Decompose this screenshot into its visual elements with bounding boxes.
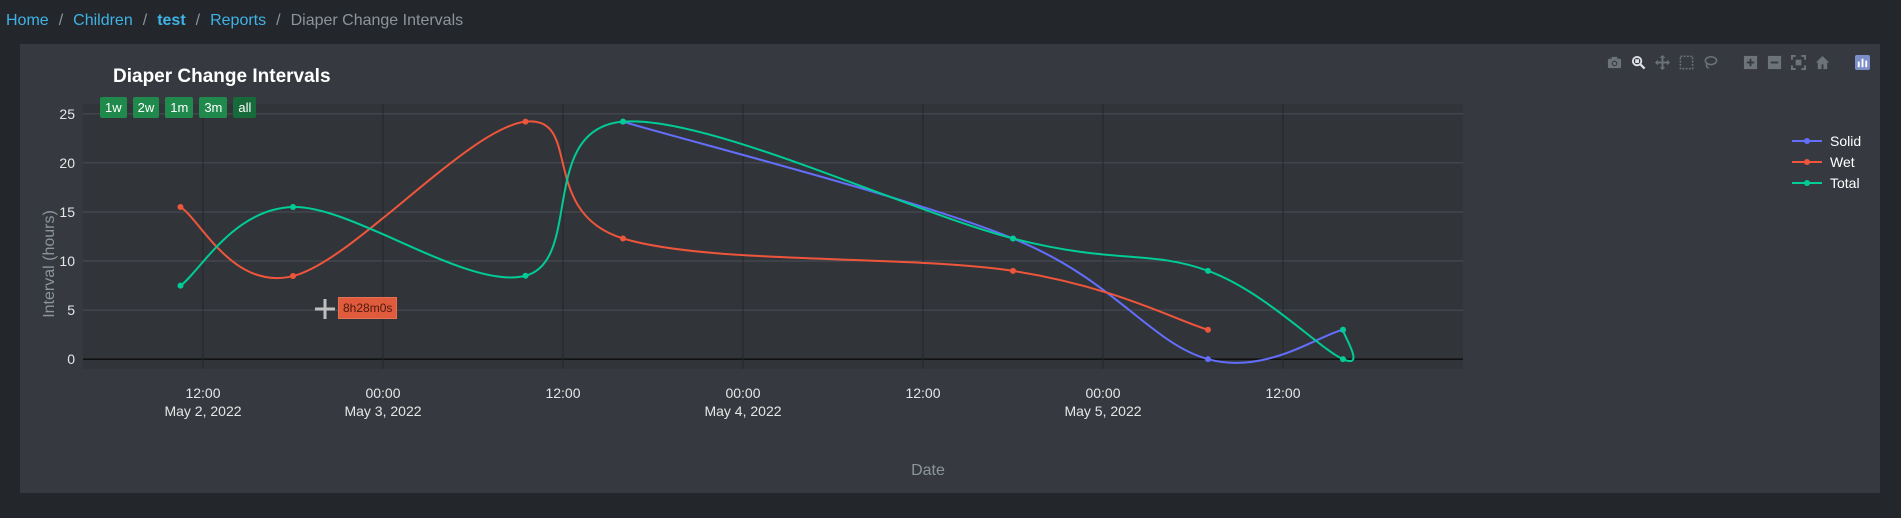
reset-axes-icon[interactable] xyxy=(1814,54,1830,70)
data-point-wet xyxy=(620,235,626,242)
data-point-total xyxy=(1340,326,1346,333)
data-point-wet xyxy=(1010,267,1016,274)
chart-panel: 0 5 10 15 20 25 12:00 May 2, 2022 00:00 May 3, 20… xyxy=(20,44,1880,493)
breadcrumb: Home / Children / test / Reports / Diape… xyxy=(6,10,463,32)
y-tick-label: 10 xyxy=(59,253,75,269)
breadcrumb-child-link[interactable]: test xyxy=(157,12,186,29)
legend-label-total: Total xyxy=(1830,174,1860,191)
y-tick-label: 5 xyxy=(67,302,75,318)
legend-item-wet[interactable]: Wet xyxy=(1792,151,1861,172)
legend-item-solid[interactable]: Solid xyxy=(1792,130,1861,151)
range-button-3m[interactable]: 3m xyxy=(199,97,228,118)
data-point-wet xyxy=(290,273,296,280)
breadcrumb-current: Diaper Change Intervals xyxy=(290,12,464,29)
breadcrumb-separator: / xyxy=(276,12,281,29)
data-point-total xyxy=(1340,356,1346,363)
x-tick-label: 12:00 xyxy=(905,385,940,401)
breadcrumb-reports-link[interactable]: Reports xyxy=(210,12,267,29)
x-tick-date-label: May 4, 2022 xyxy=(704,403,781,419)
lasso-select-icon[interactable] xyxy=(1702,54,1718,70)
breadcrumb-separator: / xyxy=(58,12,64,29)
x-tick-label: 00:00 xyxy=(725,385,760,401)
box-select-icon[interactable] xyxy=(1678,54,1694,70)
data-point-solid xyxy=(1205,356,1211,363)
breadcrumb-separator: / xyxy=(195,12,201,29)
chart-title: Diaper Change Intervals xyxy=(113,66,331,87)
zoom-in-icon[interactable] xyxy=(1742,54,1758,70)
series-line-solid xyxy=(622,120,1344,364)
x-tick-label: 00:00 xyxy=(1085,385,1120,401)
y-axis-title: Interval (hours) xyxy=(41,210,58,318)
plot-area xyxy=(83,104,1463,369)
x-tick-date-label: May 2, 2022 xyxy=(164,403,241,419)
data-point-total xyxy=(290,204,296,211)
plotly-logo-icon[interactable] xyxy=(1854,54,1870,70)
zoom-icon[interactable] xyxy=(1630,54,1646,70)
x-tick-label: 00:00 xyxy=(365,385,400,401)
data-point-total xyxy=(1205,267,1211,274)
data-point-wet xyxy=(522,118,529,125)
y-tick-label: 0 xyxy=(67,351,75,367)
data-point-total xyxy=(177,282,184,289)
x-tick-date-label: May 3, 2022 xyxy=(344,403,421,419)
breadcrumb-children-link[interactable]: Children xyxy=(73,12,133,29)
y-tick-label: 20 xyxy=(59,155,75,171)
range-button-1w[interactable]: 1w xyxy=(100,97,127,118)
modebar xyxy=(1606,52,1870,72)
camera-icon[interactable] xyxy=(1606,54,1622,70)
legend-swatch-solid xyxy=(1792,137,1822,144)
x-tick-date-label: May 5, 2022 xyxy=(1064,403,1141,419)
x-axis-title: Date xyxy=(911,462,945,479)
chart-plot[interactable]: 0 5 10 15 20 25 12:00 May 2, 2022 00:00 May 3, 20… xyxy=(20,44,1880,493)
legend-label-wet: Wet xyxy=(1830,153,1855,170)
breadcrumb-home-link[interactable]: Home xyxy=(6,12,49,29)
x-tick-label: 12:00 xyxy=(185,385,220,401)
range-button-1m[interactable]: 1m xyxy=(165,97,194,118)
data-point-wet xyxy=(1205,326,1211,333)
x-tick-label: 12:00 xyxy=(1265,385,1300,401)
data-point-total xyxy=(1010,235,1016,242)
data-point-wet xyxy=(177,204,184,211)
pan-icon[interactable] xyxy=(1654,54,1670,70)
breadcrumb-separator: / xyxy=(142,12,148,29)
range-button-all[interactable]: all xyxy=(233,97,257,118)
data-point-total xyxy=(522,272,529,279)
series-line-total xyxy=(179,120,1355,363)
legend-swatch-wet xyxy=(1792,158,1822,165)
x-tick-label: 12:00 xyxy=(545,385,580,401)
y-tick-label: 25 xyxy=(59,106,75,122)
autoscale-icon[interactable] xyxy=(1790,54,1806,70)
legend: Solid Wet Total xyxy=(1792,130,1861,193)
legend-item-total[interactable]: Total xyxy=(1792,172,1861,193)
y-tick-label: 15 xyxy=(59,204,75,220)
data-point-total xyxy=(620,118,626,125)
zoom-out-icon[interactable] xyxy=(1766,54,1782,70)
legend-swatch-total xyxy=(1792,179,1822,186)
legend-label-solid: Solid xyxy=(1830,132,1862,149)
hover-tooltip: 8h28m0s xyxy=(338,297,398,319)
range-button-2w[interactable]: 2w xyxy=(132,97,160,118)
range-selector: 1w 2w 1m 3m all xyxy=(100,97,257,118)
